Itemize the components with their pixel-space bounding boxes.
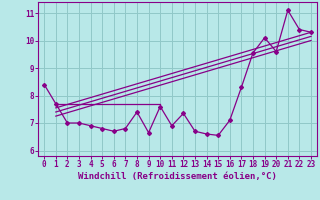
X-axis label: Windchill (Refroidissement éolien,°C): Windchill (Refroidissement éolien,°C): [78, 172, 277, 181]
